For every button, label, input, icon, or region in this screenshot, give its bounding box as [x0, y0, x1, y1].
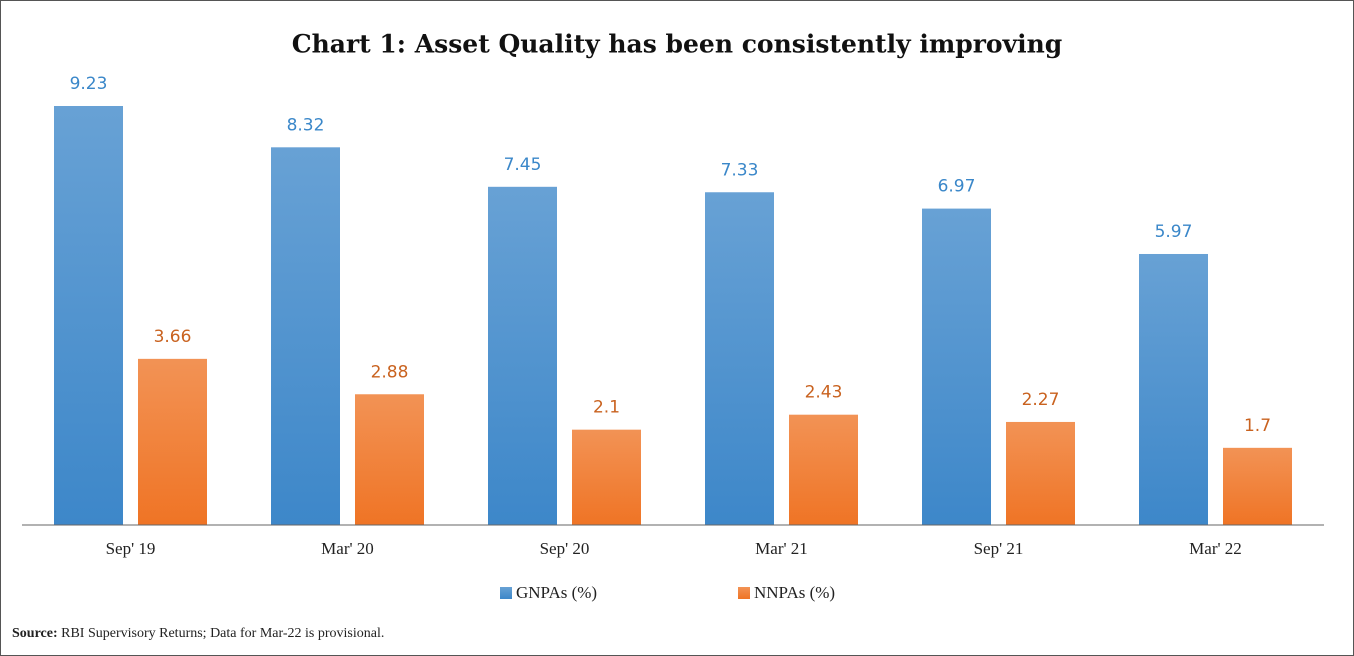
data-label: 1.7: [1244, 416, 1271, 436]
x-tick-label: Sep' 21: [974, 539, 1024, 558]
legend-swatch: [500, 587, 512, 599]
data-label: 6.97: [938, 177, 976, 197]
bar: [705, 192, 774, 526]
bar: [1006, 421, 1075, 525]
source-text: RBI Supervisory Returns; Data for Mar-22…: [61, 626, 384, 641]
legend-label: NNPAs (%): [754, 583, 835, 602]
data-label: 7.33: [721, 160, 759, 180]
legend-label: GNPAs (%): [516, 583, 597, 602]
bar: [488, 186, 557, 525]
x-tick-label: Mar' 20: [321, 539, 374, 558]
bar: [1139, 253, 1208, 525]
data-label: 2.88: [371, 362, 409, 382]
bar: [138, 358, 207, 525]
source-label: Source:: [12, 626, 58, 641]
bar: [1223, 447, 1292, 525]
data-label: 9.23: [70, 74, 108, 94]
x-tick-label: Mar' 22: [1189, 539, 1242, 558]
x-tick-label: Sep' 20: [540, 539, 590, 558]
bar: [789, 414, 858, 525]
bar: [54, 106, 123, 525]
bar: [922, 208, 991, 525]
data-label: 7.45: [504, 155, 542, 175]
data-label: 2.43: [805, 383, 843, 403]
chart-title: Chart 1: Asset Quality has been consiste…: [292, 30, 1063, 59]
x-tick-label: Sep' 19: [106, 539, 156, 558]
x-tick-label: Mar' 21: [755, 539, 808, 558]
data-label: 8.32: [287, 115, 325, 135]
source: Source: RBI Supervisory Returns; Data fo…: [12, 626, 384, 641]
bar: [271, 147, 340, 525]
bar: [572, 429, 641, 525]
data-label: 5.97: [1155, 222, 1193, 242]
bar: [355, 394, 424, 525]
data-label: 3.66: [154, 327, 192, 347]
data-label: 2.27: [1022, 390, 1060, 410]
legend-swatch: [738, 587, 750, 599]
data-label: 2.1: [593, 398, 620, 418]
